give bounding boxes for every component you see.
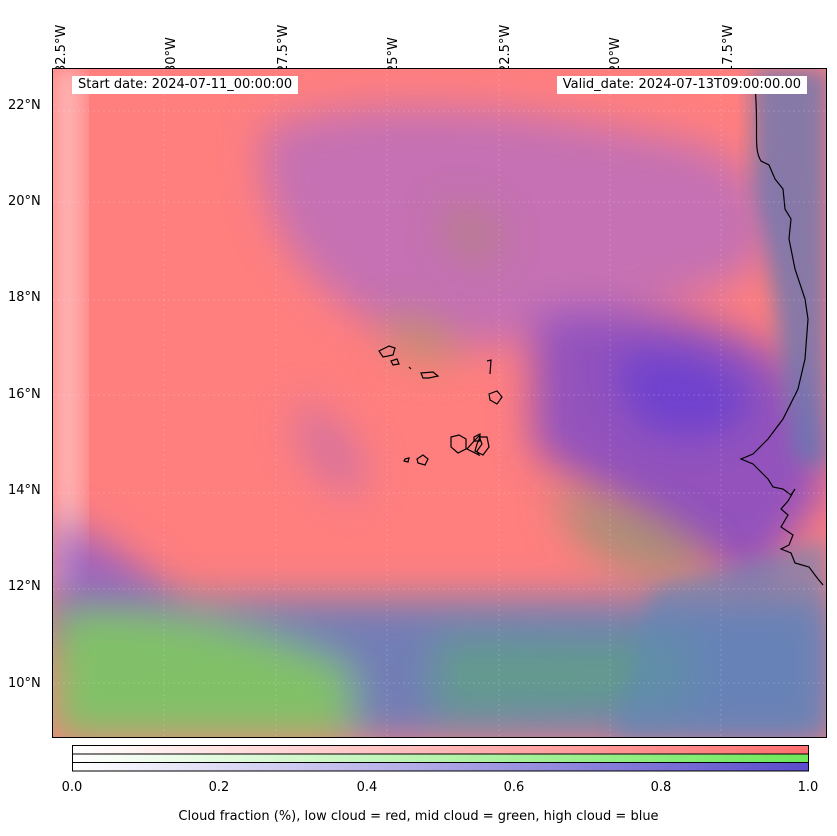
clear-ocean [613,539,826,737]
gridlines [53,69,826,737]
lat-label-12n: 12°N [8,579,41,594]
colorbar [72,745,809,772]
colorbar-tick-1: 1.0 [797,780,819,795]
colorbar-high-cloud [72,762,809,772]
lon-label-17-5w: 17.5°W [721,24,736,73]
colorbar-tick-0-8: 0.8 [650,780,672,795]
lon-label-22-5w: 22.5°W [498,24,513,73]
lat-label-22n: 22°N [8,98,41,113]
lat-label-18n: 18°N [8,290,41,305]
lon-label-32-5w: 32.5°W [54,24,69,73]
colorbar-low-cloud [72,745,809,755]
colorbar-tick-0-6: 0.6 [503,780,525,795]
start-date-label: Start date: 2024-07-11_00:00:00 [72,76,299,94]
colorbar-tick-0: 0.0 [61,780,83,795]
lat-label-20n: 20°N [8,194,41,209]
colorbar-tick-0-4: 0.4 [356,780,378,795]
lat-label-10n: 10°N [8,676,41,691]
west-edge-haze [53,69,83,589]
valid-date-label: Valid_date: 2024-07-13T09:00:00.00 [556,76,807,94]
cloud-fraction-map [52,68,827,738]
cape-verde-islands [378,345,503,466]
african-coastline [739,86,824,586]
lat-label-14n: 14°N [8,483,41,498]
lat-label-16n: 16°N [8,387,41,402]
lon-label-27-5w: 27.5°W [276,24,291,73]
map-canvas [53,69,826,737]
colorbar-title: Cloud fraction (%), low cloud = red, mid… [178,809,659,824]
high-cloud-layer [53,106,826,649]
colorbar-tick-0-2: 0.2 [208,780,230,795]
colorbar-mid-cloud [72,753,809,763]
